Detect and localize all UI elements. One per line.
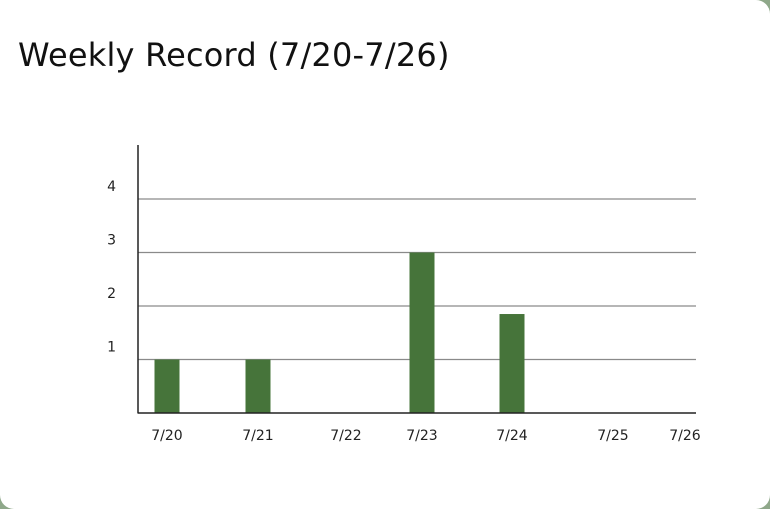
bar-7-20	[154, 359, 180, 413]
bar-7-21	[245, 359, 271, 413]
x-tick-label: 7/20	[151, 428, 182, 444]
bar-7-23	[409, 252, 435, 413]
bar-7-24	[499, 314, 525, 413]
x-tick-label: 7/21	[242, 428, 273, 444]
card-title: Weekly Record (7/20-7/26)	[18, 36, 450, 74]
bars	[154, 252, 525, 413]
y-tick-label: 4	[107, 179, 116, 195]
y-tick-labels: 1 2 3 4	[107, 179, 116, 356]
axes	[137, 145, 696, 414]
x-tick-label: 7/22	[330, 428, 361, 444]
y-tick-label: 1	[107, 340, 116, 356]
x-tick-label: 7/26	[669, 428, 701, 444]
x-tick-label: 7/23	[406, 428, 437, 444]
x-tick-labels: 7/20 7/21 7/22 7/23 7/24 7/25 7/26	[151, 428, 701, 444]
x-tick-label: 7/24	[496, 428, 528, 444]
y-tick-label: 2	[107, 286, 116, 302]
x-tick-label: 7/25	[597, 428, 628, 444]
y-tick-label: 3	[107, 233, 116, 249]
